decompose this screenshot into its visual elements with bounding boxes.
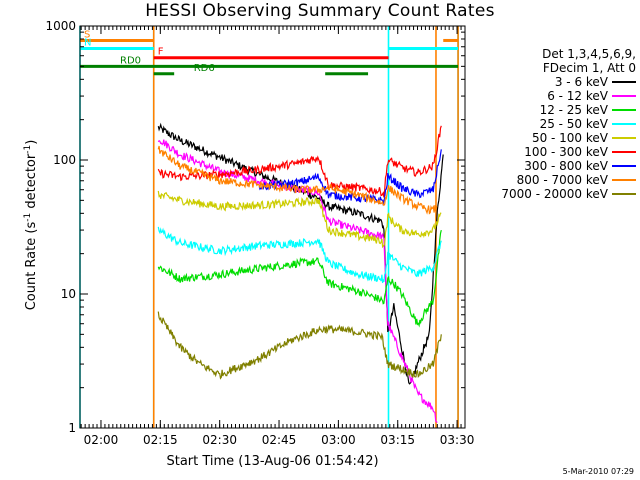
y-tick-label: 1000 [45,19,76,33]
legend-swatch [612,81,636,83]
legend-entry: 100 - 300 keV [470,145,636,159]
legend-entry: 12 - 25 keV [470,103,636,117]
legend-entry-label: 12 - 25 keV [539,103,608,117]
series-line [157,226,442,284]
legend-entry: 7000 - 20000 keV [470,187,636,201]
state-bar-label: S [84,29,90,40]
series-line [157,229,442,328]
legend-swatch [612,109,636,111]
legend-entry: 800 - 7000 keV [470,173,636,187]
legend-entry: 300 - 800 keV [470,159,636,173]
legend-entry: 50 - 100 keV [470,131,636,145]
series-line [258,149,442,206]
legend-swatch [612,123,636,125]
legend-entry: 3 - 6 keV [470,75,636,89]
y-tick-label: 1 [68,421,76,435]
series-line [157,122,444,385]
legend-header-line: Det 1,3,4,5,6,9, [542,47,636,61]
plot-frame [79,25,466,429]
legend-header-line: FDecim 1, Att 0 [542,61,636,75]
series-line [157,190,442,249]
x-tick-label: 03:15 [380,433,415,447]
legend-swatch [612,151,636,153]
legend-entry-label: 25 - 50 keV [539,117,608,131]
legend-swatch [612,179,636,181]
legend-entry-label: 50 - 100 keV [531,131,608,145]
legend-entry-label: 300 - 800 keV [524,159,608,173]
legend-entry: 6 - 12 keV [470,89,636,103]
x-tick-label: 02:15 [143,433,178,447]
y-tick-label: 10 [61,287,76,301]
state-bar-label: N [84,37,91,48]
x-tick-label: 02:45 [262,433,297,447]
timestamp: 5-Mar-2010 07:29 [562,467,634,476]
legend-swatch [612,193,636,195]
x-tick-label: 03:30 [440,433,475,447]
x-tick-label: 03:00 [321,433,356,447]
legend-entry-label: 3 - 6 keV [554,75,608,89]
series-line [157,145,438,215]
y-axis-label: Count Rate (s-1 detector-1) [22,139,40,311]
legend-entry-label: 6 - 12 keV [547,89,608,103]
state-bar-label: F [158,47,164,58]
state-bar-label: RD0 [120,55,141,66]
state-bar-label: RD6 [194,63,215,74]
x-tick-label: 02:00 [84,433,119,447]
x-axis-label: Start Time (13-Aug-06 01:54:42) [166,454,379,469]
legend-swatch [612,95,636,97]
series-line [157,311,442,380]
series-line [157,125,442,198]
chart-title: HESSI Observing Summary Count Rates [145,1,495,21]
legend-swatch [612,165,636,167]
legend-entry: 25 - 50 keV [470,117,636,131]
legend-entry-label: 800 - 7000 keV [516,173,608,187]
x-tick-label: 02:30 [202,433,237,447]
legend-entry-label: 7000 - 20000 keV [501,187,608,201]
y-tick-label: 100 [53,153,76,167]
legend-swatch [612,137,636,139]
legend-entry-label: 100 - 300 keV [524,145,608,159]
legend: Det 1,3,4,5,6,9, FDecim 1, Att 0 3 - 6 k… [470,47,636,201]
